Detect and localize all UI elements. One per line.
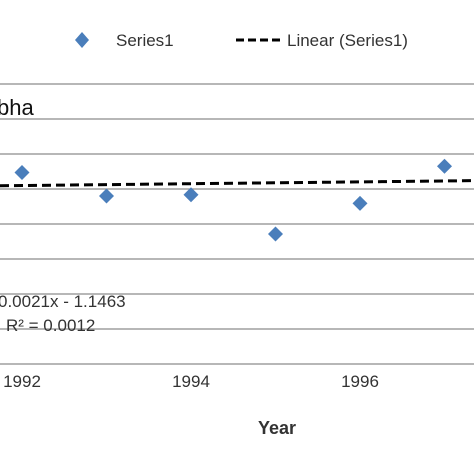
data-point bbox=[14, 164, 30, 180]
x-axis-label: Year bbox=[258, 418, 296, 438]
trendline-equation: 0.0021x - 1.1463 bbox=[0, 292, 126, 311]
legend-series1-label: Series1 bbox=[116, 31, 174, 50]
x-tick-labels: 199219941996199820002002 bbox=[3, 372, 379, 391]
data-point bbox=[437, 158, 452, 174]
data-point bbox=[268, 226, 283, 242]
data-point bbox=[183, 187, 199, 203]
data-points bbox=[14, 158, 452, 242]
chart-title: bha bbox=[0, 95, 34, 120]
x-tick-label: 1996 bbox=[341, 372, 379, 391]
legend-series1-marker bbox=[75, 32, 89, 48]
x-tick-label: 1992 bbox=[3, 372, 41, 391]
trendline bbox=[0, 179, 474, 188]
data-point bbox=[352, 195, 368, 211]
legend-linear-label: Linear (Series1) bbox=[287, 31, 408, 50]
legend: Series1 Linear (Series1) bbox=[75, 31, 408, 50]
gridlines bbox=[0, 83, 474, 365]
data-point bbox=[99, 188, 114, 204]
x-tick-label: 1994 bbox=[172, 372, 210, 391]
r-squared: R² = 0.0012 bbox=[6, 316, 95, 335]
